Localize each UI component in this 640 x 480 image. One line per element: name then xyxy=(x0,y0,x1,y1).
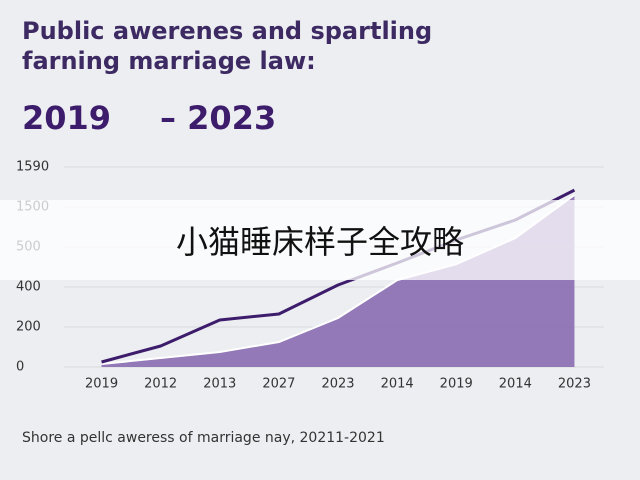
y-tick-label: 200 xyxy=(16,320,41,335)
x-tick-label: 2014 xyxy=(499,377,532,392)
x-tick-label: 2023 xyxy=(321,377,354,392)
y-tick-label: 0 xyxy=(16,360,24,375)
x-tick-label: 2013 xyxy=(203,377,236,392)
x-tick-label: 2019 xyxy=(85,377,118,392)
x-tick-label: 2023 xyxy=(558,377,591,392)
caption: Shore a pellc aweress of marriage nay, 2… xyxy=(22,430,385,446)
subtitle: 2019 xyxy=(22,99,111,137)
y-tick-label: 400 xyxy=(16,280,41,295)
x-tick-label: 2012 xyxy=(144,377,177,392)
x-tick-label: 2027 xyxy=(262,377,295,392)
x-tick-label: 2014 xyxy=(381,377,414,392)
chart-title: Public awerenes and spartling xyxy=(22,17,432,45)
subtitle: – 2023 xyxy=(160,99,276,137)
chart-title: farning marriage law: xyxy=(22,47,316,75)
x-tick-label: 2019 xyxy=(440,377,473,392)
overlay-band xyxy=(0,200,640,280)
y-tick-label: 1590 xyxy=(16,160,49,175)
area xyxy=(101,195,575,367)
overlay-text: 小猫睡床样子全攻略 xyxy=(176,223,464,261)
